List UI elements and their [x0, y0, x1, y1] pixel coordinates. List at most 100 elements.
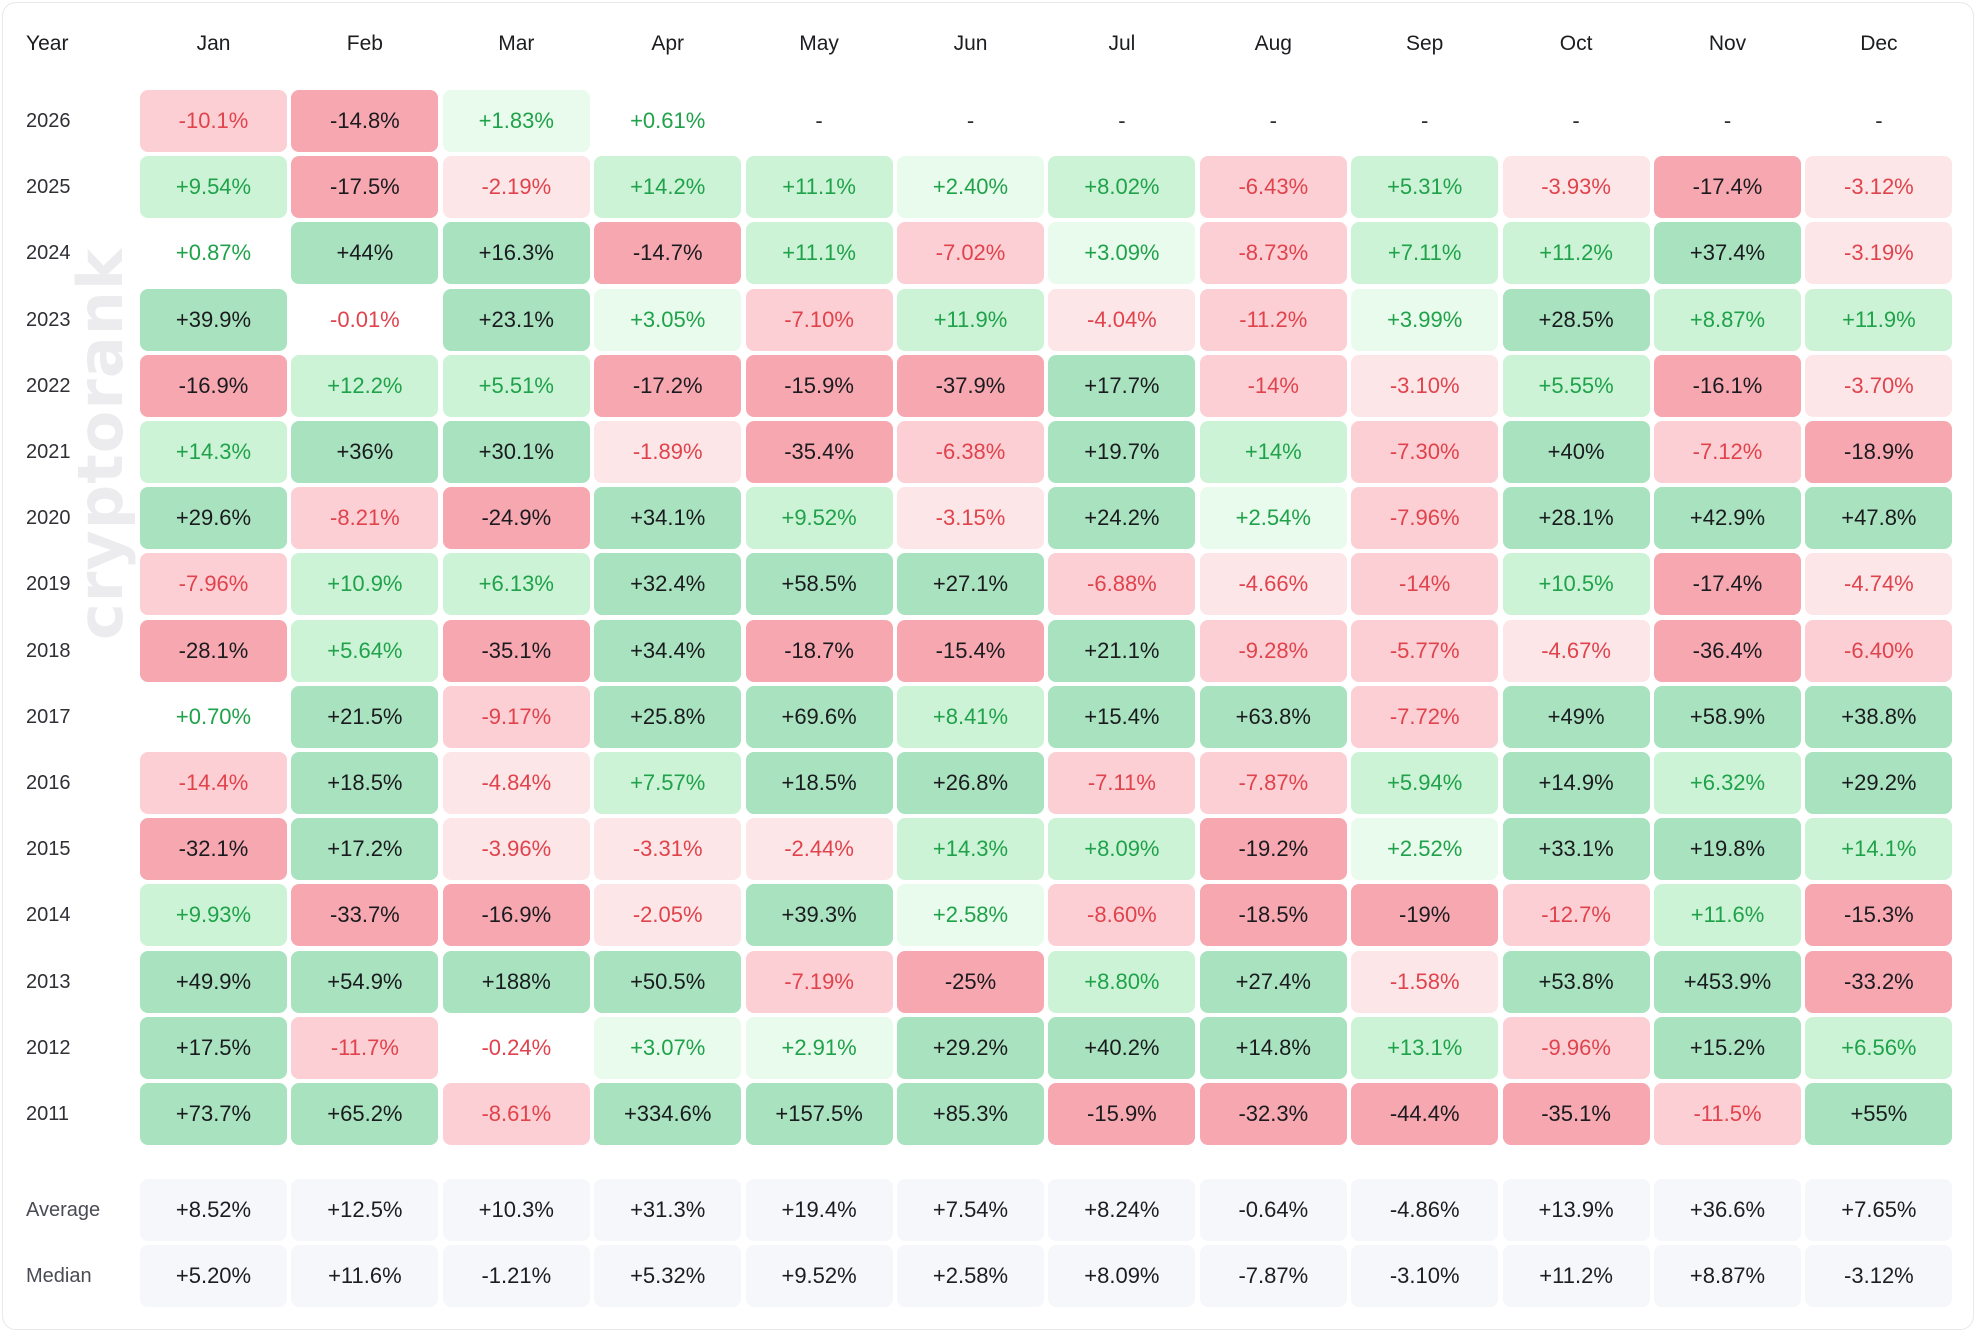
heatmap-cell: +40.2%: [1048, 1016, 1196, 1079]
heatmap-cell: -1.58%: [1351, 950, 1499, 1013]
heatmap-cell: +9.54%: [140, 156, 287, 219]
heatmap-cell: +188%: [442, 950, 590, 1013]
heatmap-cell: -7.11%: [1048, 752, 1196, 814]
heatmap-cell: -: [1572, 108, 1580, 133]
year-label-2011: 2011: [26, 1103, 70, 1125]
heatmap-cell: -35.4%: [745, 421, 893, 483]
heatmap-cell: -7.30%: [1351, 421, 1499, 483]
heatmap-cell: +26.8%: [897, 752, 1044, 814]
heatmap-cell: -11.2%: [1199, 288, 1347, 351]
heatmap-cell: -: [1269, 108, 1277, 133]
heatmap-cell: -: [815, 108, 823, 133]
heatmap-cell: -1.89%: [594, 421, 742, 483]
heatmap-cell: -36.4%: [1654, 619, 1801, 682]
month-header-sep: Sep: [1406, 32, 1444, 55]
heatmap-cell: +63.8%: [1199, 685, 1347, 748]
stat-cell-median: +5.20%: [140, 1245, 287, 1307]
heatmap-cell: +17.7%: [1048, 354, 1196, 417]
heatmap-cell: +65.2%: [291, 1083, 439, 1145]
heatmap-cell: -9.96%: [1502, 1016, 1650, 1079]
heatmap-cell: -7.87%: [1199, 752, 1347, 814]
heatmap-cell: -35.1%: [1502, 1083, 1650, 1145]
heatmap-cell: -33.7%: [291, 884, 439, 947]
heatmap-cell: +32.4%: [594, 553, 742, 616]
heatmap-cell: -8.21%: [291, 487, 439, 550]
heatmap-cell: +27.1%: [897, 553, 1044, 616]
heatmap-cell: +58.5%: [745, 553, 893, 616]
heatmap-cell: +19.7%: [1048, 421, 1196, 483]
heatmap-cell: -17.4%: [1654, 553, 1801, 616]
heatmap-cell: -7.96%: [1351, 487, 1499, 550]
heatmap-cell: +0.87%: [140, 222, 287, 285]
month-header-oct: Oct: [1559, 32, 1593, 55]
heatmap-cell: -8.73%: [1199, 222, 1347, 285]
year-label-2022: 2022: [26, 374, 71, 397]
month-header-jan: Jan: [196, 32, 231, 55]
heatmap-cell: -3.19%: [1805, 222, 1953, 285]
heatmap-cell: +6.32%: [1654, 752, 1801, 814]
heatmap-cell: -25%: [897, 950, 1044, 1013]
heatmap-cell: -6.38%: [897, 421, 1044, 483]
heatmap-cell: +14.1%: [1805, 818, 1953, 881]
heatmap-cell: +28.1%: [1502, 487, 1650, 550]
year-label-2016: 2016: [26, 772, 71, 794]
heatmap-cell: +38.8%: [1805, 685, 1953, 748]
heatmap-cell: -24.9%: [442, 487, 590, 550]
heatmap-cell: -3.93%: [1502, 156, 1650, 219]
heatmap-cell: +34.1%: [594, 487, 742, 550]
heatmap-cell: +3.05%: [594, 288, 742, 351]
stat-cell-average: +8.52%: [140, 1179, 287, 1241]
heatmap-cell: +12.2%: [291, 354, 439, 417]
heatmap-cell: -18.7%: [745, 619, 893, 682]
heatmap-cell: -: [1875, 108, 1883, 133]
heatmap-cell: +8.80%: [1048, 950, 1196, 1013]
month-header-jun: Jun: [953, 32, 988, 55]
stat-cell-median: -1.21%: [442, 1245, 590, 1307]
heatmap-cell: -3.10%: [1351, 354, 1499, 417]
heatmap-cell: +47.8%: [1805, 487, 1953, 550]
month-header-nov: Nov: [1708, 32, 1747, 55]
heatmap-cell: +19.8%: [1654, 818, 1801, 881]
heatmap-cell: -7.10%: [745, 288, 893, 351]
heatmap-cell: +25.8%: [594, 685, 742, 748]
heatmap-cell: -0.24%: [442, 1016, 590, 1079]
stat-cell-average: +36.6%: [1654, 1179, 1801, 1241]
heatmap-cell: -15.4%: [897, 619, 1044, 682]
month-header-aug: Aug: [1254, 32, 1292, 55]
year-label-2017: 2017: [26, 705, 71, 728]
heatmap-cell: +2.91%: [745, 1016, 893, 1079]
heatmap-cell: +21.5%: [291, 685, 439, 748]
heatmap-cell: -7.96%: [140, 553, 287, 616]
heatmap-cell: -16.9%: [140, 354, 287, 417]
heatmap-cell: +73.7%: [140, 1083, 287, 1145]
heatmap-cell: +0.61%: [594, 90, 742, 152]
month-header-dec: Dec: [1860, 32, 1898, 55]
heatmap-cell: -3.70%: [1805, 354, 1953, 417]
heatmap-cell: +16.3%: [442, 222, 590, 285]
heatmap-cell: +34.4%: [594, 619, 742, 682]
heatmap-cell: -16.1%: [1654, 354, 1801, 417]
heatmap-cell: -18.9%: [1805, 421, 1953, 483]
year-label-2023: 2023: [26, 308, 71, 331]
heatmap-cell: +7.11%: [1351, 222, 1499, 285]
stat-cell-average: +7.65%: [1805, 1179, 1953, 1241]
heatmap-cell: -4.67%: [1502, 619, 1650, 682]
heatmap-cell: -28.1%: [140, 619, 287, 682]
heatmap-cell: -11.5%: [1654, 1083, 1801, 1145]
heatmap-cell: -3.15%: [897, 487, 1044, 550]
heatmap-cell: +53.8%: [1502, 950, 1650, 1013]
heatmap-cell: -19%: [1351, 884, 1499, 947]
heatmap-cell: +39.3%: [745, 884, 893, 947]
heatmap-cell: -9.17%: [442, 685, 590, 748]
heatmap-cell: +5.51%: [442, 354, 590, 417]
heatmap-cell: -: [1723, 108, 1732, 133]
heatmap-cell: +54.9%: [291, 950, 439, 1013]
heatmap-cell: +453.9%: [1654, 950, 1801, 1013]
heatmap-cell: +29.6%: [140, 487, 287, 550]
heatmap-cell: +33.1%: [1502, 818, 1650, 881]
stat-cell-median: +9.52%: [745, 1245, 893, 1307]
heatmap-cell: +2.58%: [897, 884, 1044, 947]
heatmap-cell: +42.9%: [1654, 487, 1801, 550]
heatmap-cell: +2.52%: [1351, 818, 1499, 881]
year-label-2019: 2019: [26, 573, 71, 596]
